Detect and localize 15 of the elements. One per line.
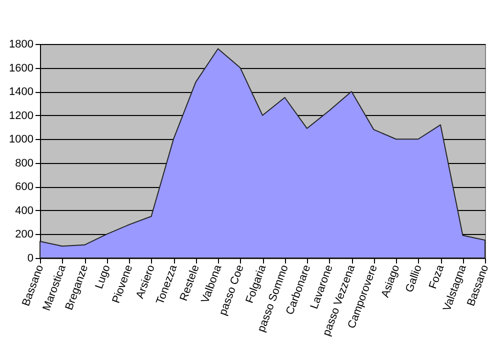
y-tick-label: 400 (15, 204, 34, 217)
y-tick-label: 1400 (9, 86, 34, 98)
y-tick-label: 1200 (9, 110, 34, 122)
x-tick-label: Arsiero (134, 263, 158, 300)
x-tick-label: Gallio (403, 263, 424, 294)
y-tick-label: 200 (15, 228, 34, 241)
y-tick-label: 1800 (9, 38, 34, 50)
x-tick-label: Foza (426, 262, 447, 291)
y-tick-label: 600 (15, 181, 34, 194)
y-tick-label: 1600 (9, 62, 34, 74)
y-tick-label: 0 (27, 252, 34, 264)
y-tick-label: 1000 (9, 134, 34, 146)
x-tick-label: Lugo (93, 263, 113, 291)
x-tick-label: Asiago (379, 263, 402, 300)
y-tick-label: 800 (15, 157, 34, 170)
